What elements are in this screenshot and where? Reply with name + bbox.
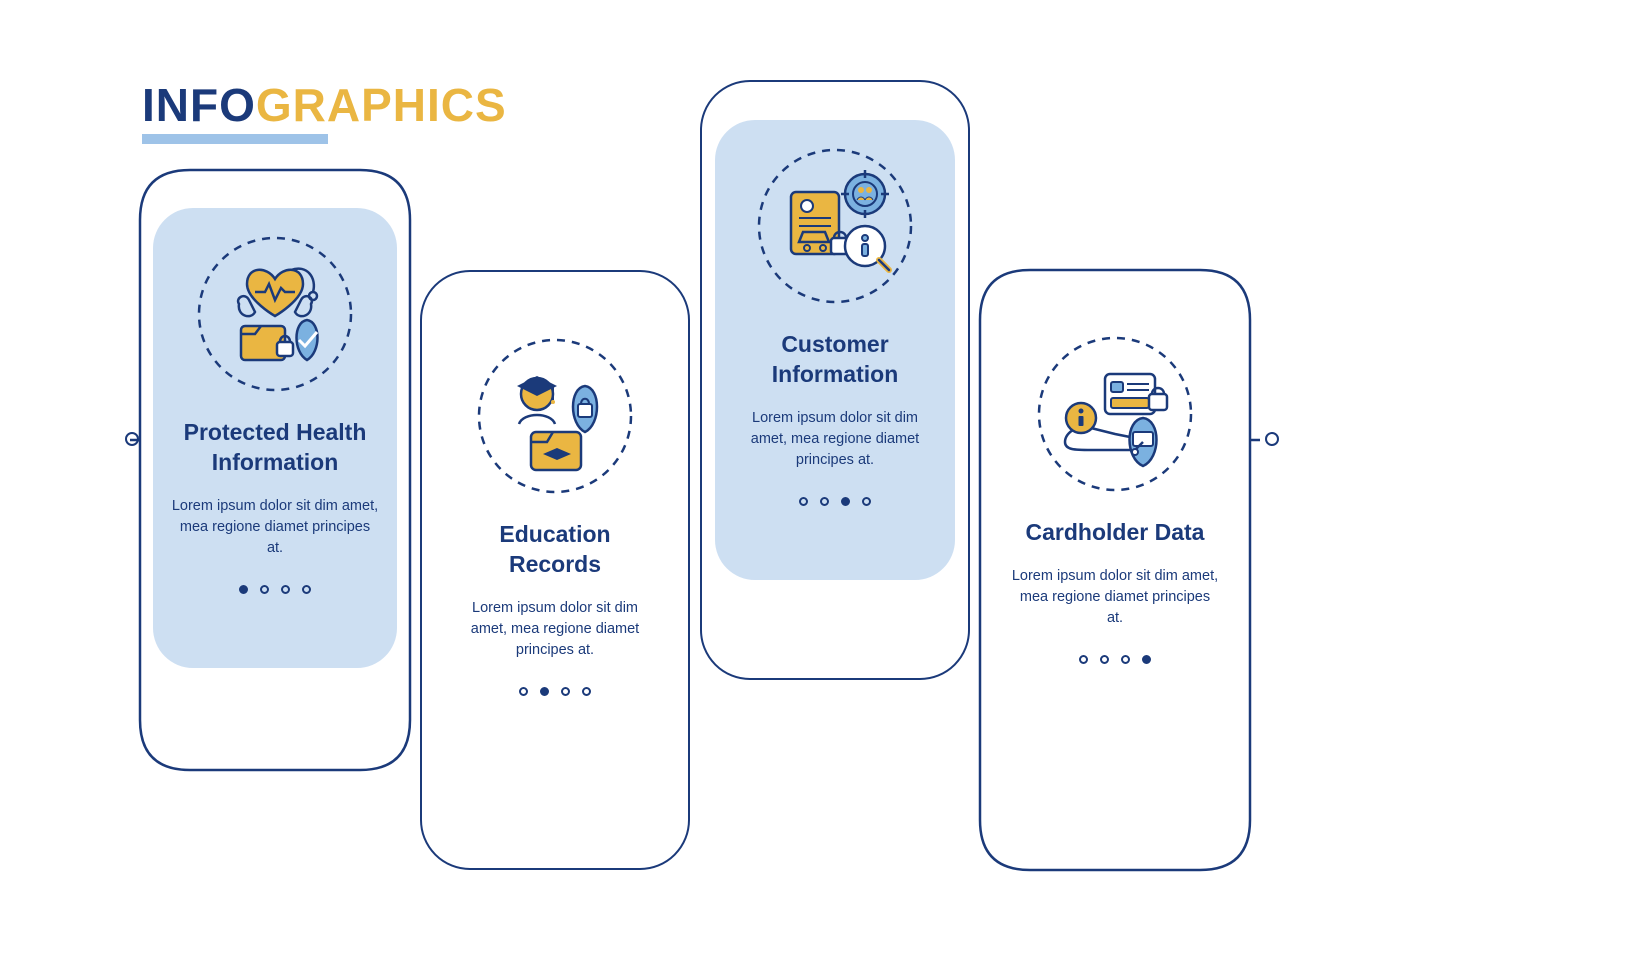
card-desc: Lorem ipsum dolor sit dim amet, mea regi… <box>1011 566 1219 629</box>
card-dots <box>799 497 871 506</box>
card-title: Education Records <box>453 520 657 580</box>
dot <box>1079 655 1088 664</box>
dot <box>239 585 248 594</box>
dot <box>862 497 871 506</box>
card-dots <box>519 687 591 696</box>
dot <box>1142 655 1151 664</box>
card-inner: Protected Health Information Lorem ipsum… <box>153 208 397 668</box>
dot <box>1121 655 1130 664</box>
dot <box>561 687 570 696</box>
cards-row: Protected Health Information Lorem ipsum… <box>110 80 1400 800</box>
card-title: Cardholder Data <box>1026 518 1205 548</box>
dot <box>820 497 829 506</box>
card-cardholder: Cardholder Data Lorem ipsum dolor sit di… <box>980 270 1250 870</box>
cardholder-icon <box>1035 334 1195 494</box>
dot <box>1100 655 1109 664</box>
card-health: Protected Health Information Lorem ipsum… <box>140 170 410 770</box>
dot <box>519 687 528 696</box>
card-dots <box>239 585 311 594</box>
card-desc: Lorem ipsum dolor sit dim amet, mea regi… <box>733 408 937 471</box>
card-customer: Customer Information Lorem ipsum dolor s… <box>700 80 970 680</box>
dot <box>540 687 549 696</box>
card-title: Protected Health Information <box>171 418 379 478</box>
dot <box>841 497 850 506</box>
education-icon <box>475 336 635 496</box>
health-icon <box>195 234 355 394</box>
connector-dot-right <box>1265 432 1279 446</box>
dot <box>799 497 808 506</box>
card-desc: Lorem ipsum dolor sit dim amet, mea regi… <box>171 496 379 559</box>
dot <box>281 585 290 594</box>
card-title: Customer Information <box>733 330 937 390</box>
card-education: Education Records Lorem ipsum dolor sit … <box>420 270 690 870</box>
dot <box>582 687 591 696</box>
customer-icon <box>755 146 915 306</box>
card-inner: Cardholder Data Lorem ipsum dolor sit di… <box>993 308 1237 832</box>
dot <box>260 585 269 594</box>
card-desc: Lorem ipsum dolor sit dim amet, mea regi… <box>453 598 657 661</box>
dot <box>302 585 311 594</box>
card-dots <box>1079 655 1151 664</box>
card-inner: Education Records Lorem ipsum dolor sit … <box>435 310 675 834</box>
card-inner: Customer Information Lorem ipsum dolor s… <box>715 120 955 580</box>
